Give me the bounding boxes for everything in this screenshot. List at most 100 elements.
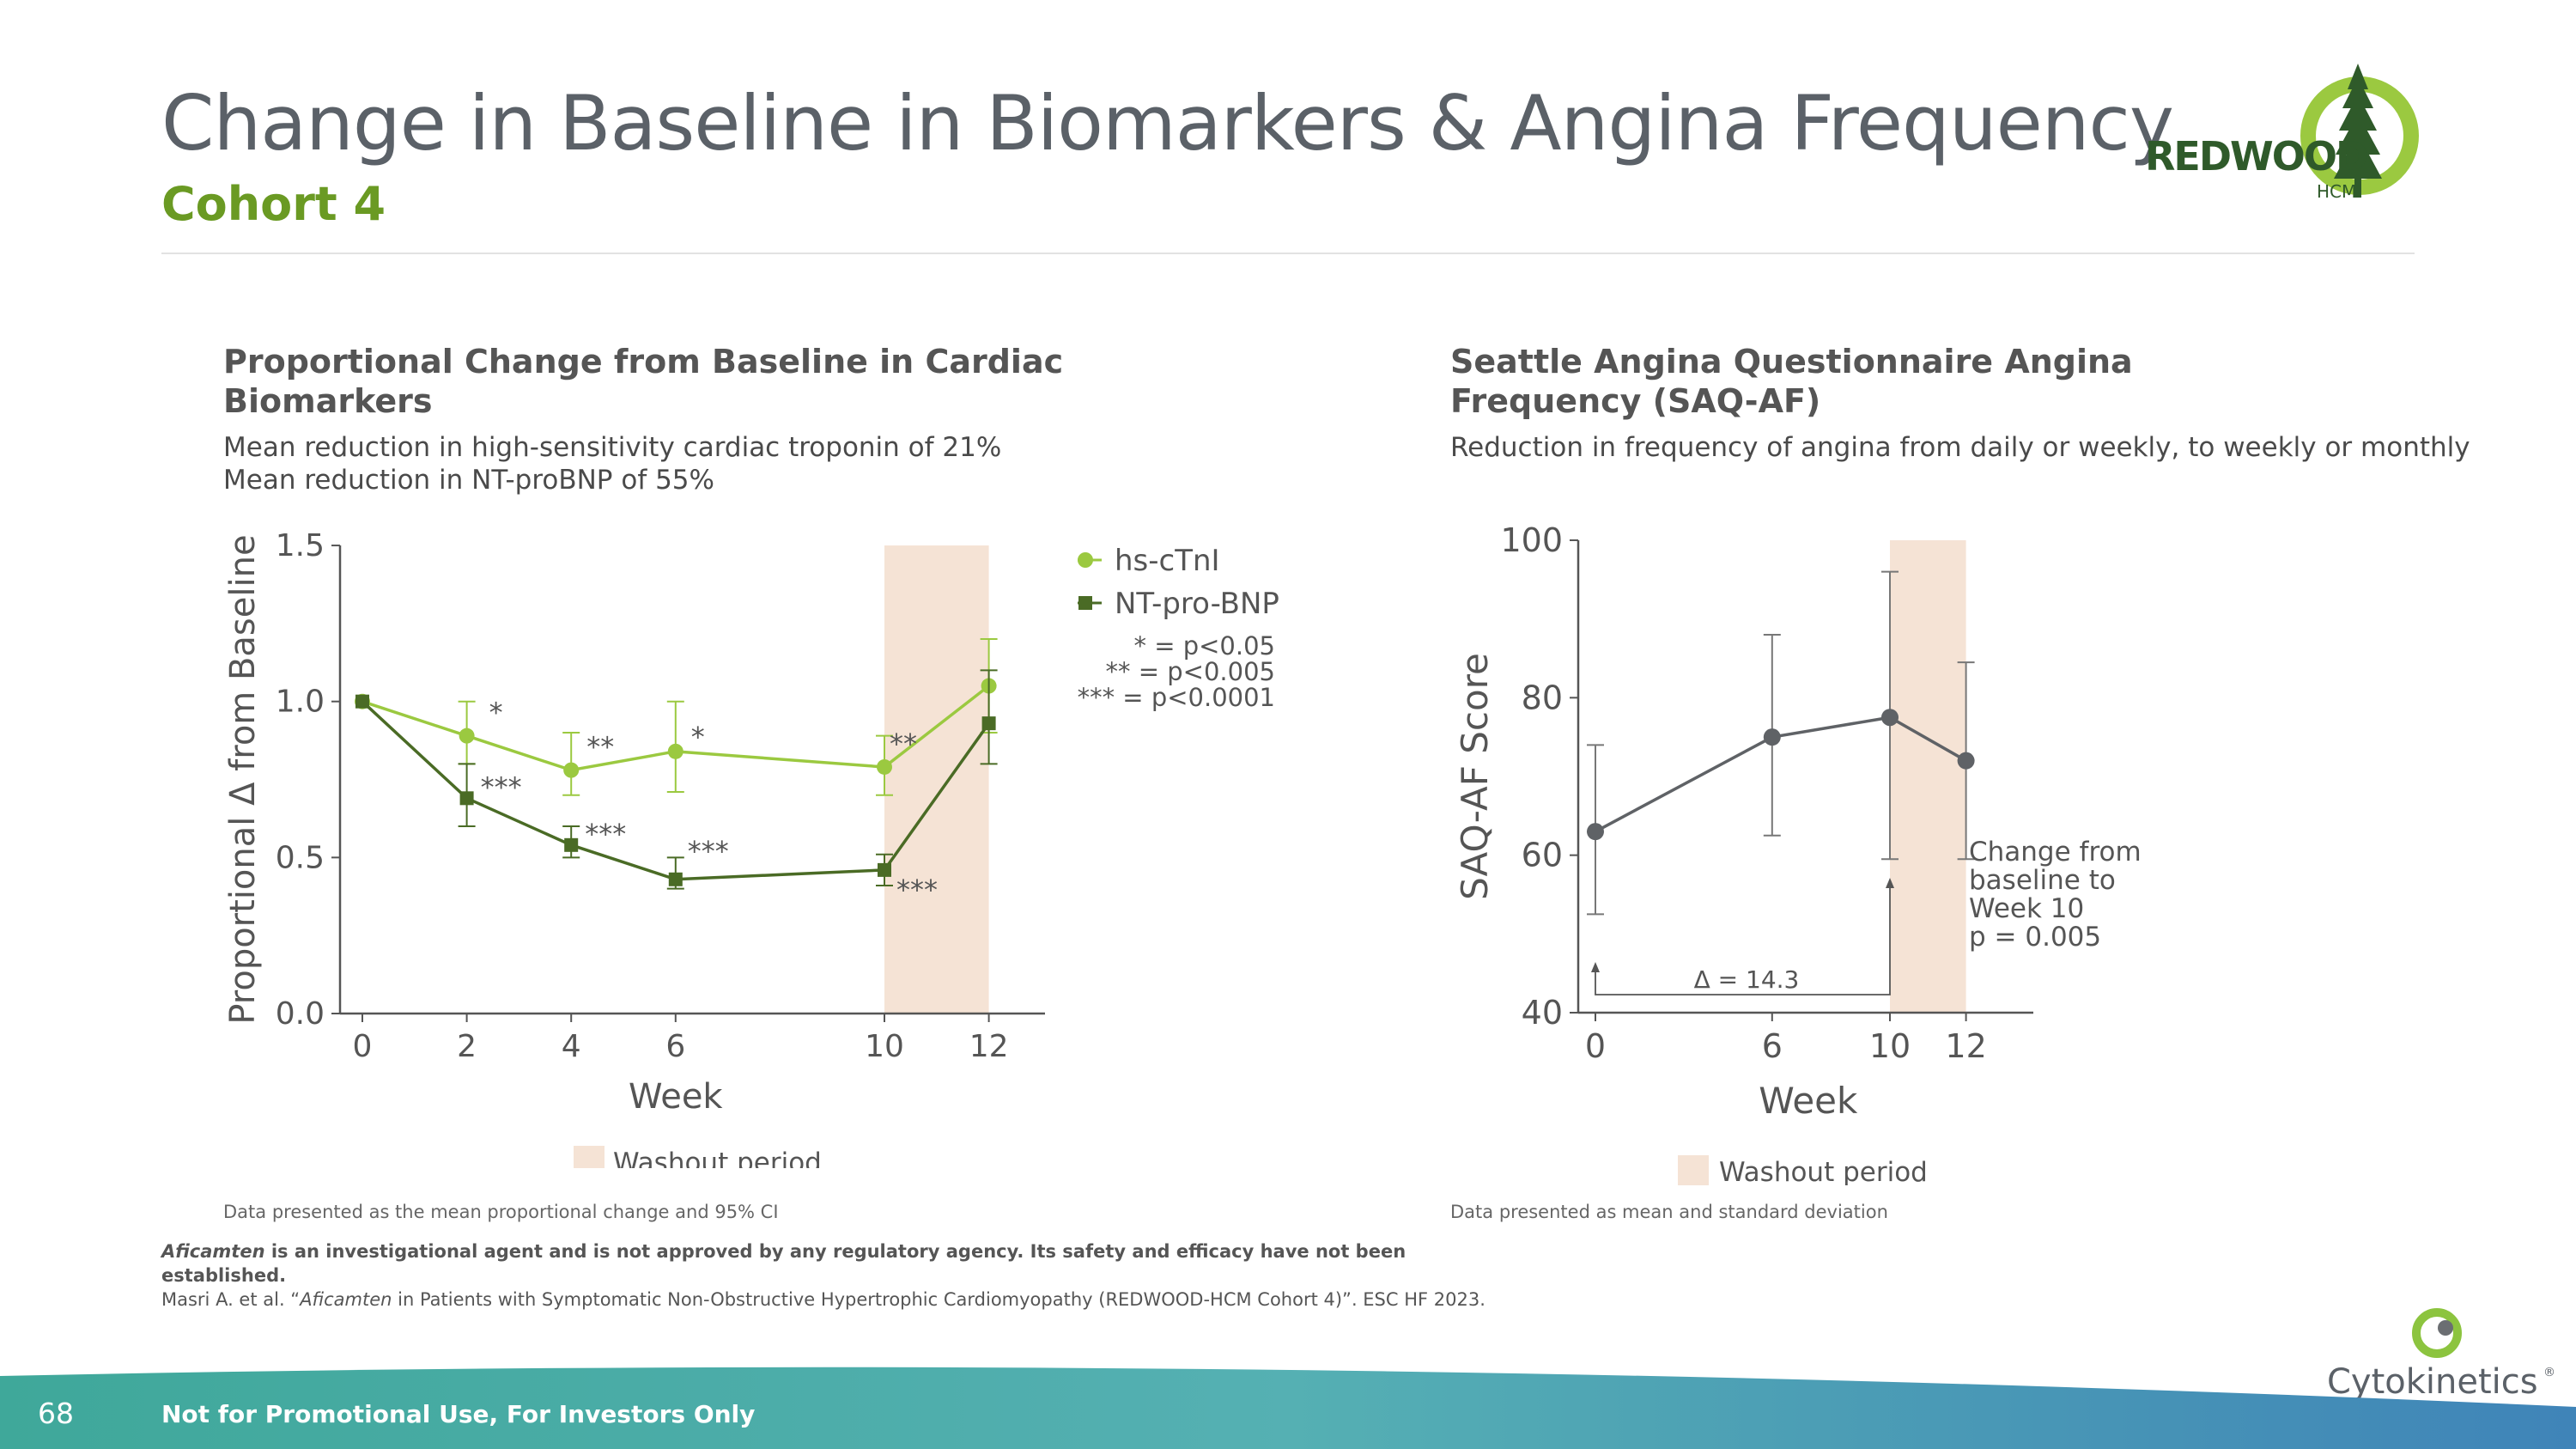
biomarkers-chart: 0 2 4 6 10 12 0.0 0.5 1.0 1.5 Week Proportional Δ f… <box>223 528 1279 1168</box>
significance-label: *** <box>481 770 522 803</box>
footer-text: Not for Promotional Use, For Investors O… <box>161 1400 756 1428</box>
logo-hcm-text: HCM <box>2317 181 2356 202</box>
significance-label: * <box>489 697 503 729</box>
significance-label: *** <box>896 874 938 906</box>
legend-label-nt-pro-bnp: NT-pro-BNP <box>1115 587 1279 621</box>
page-title: Change in Baseline in Biomarkers & Angin… <box>161 79 2174 167</box>
washout-region <box>1890 539 1966 1013</box>
left-desc-line1: Mean reduction in high-sensitivity cardi… <box>223 432 1002 463</box>
y-tick-label: 60 <box>1522 837 1563 874</box>
right-panel-title: Seattle Angina Questionnaire Angina Freq… <box>1450 342 2133 421</box>
logo-redwood-text: REDWOOD <box>2145 133 2366 180</box>
citation-post: in Patients with Symptomatic Non-Obstruc… <box>392 1289 1485 1310</box>
x-axis-title: Week <box>629 1077 723 1117</box>
header-divider <box>161 253 2415 254</box>
x-tick-label: 12 <box>969 1029 1009 1064</box>
disclaimer-text: is an investigational agent and is not a… <box>161 1241 1406 1286</box>
data-point <box>459 728 475 744</box>
y-tick-label: 1.5 <box>276 528 325 563</box>
data-point <box>563 762 580 778</box>
washout-legend-swatch <box>574 1146 605 1168</box>
left-desc-line2: Mean reduction in NT-proBNP of 55% <box>223 465 714 496</box>
delta-label: Δ = 14.3 <box>1694 965 1800 994</box>
y-tick-label: 1.0 <box>276 685 325 720</box>
data-point <box>1587 823 1604 841</box>
delta-bracket <box>1595 885 1891 995</box>
legend-label-hs-ctni: hs-cTnI <box>1115 544 1220 578</box>
series-line-hs-ctni <box>361 685 990 772</box>
delta-arrowhead <box>1591 962 1600 972</box>
significance-annotation: Week 10 <box>1969 893 2084 924</box>
series-line-saq-af <box>1595 715 1967 833</box>
left-panel-title-line1: Proportional Change from Baseline in Car… <box>223 343 1064 381</box>
left-panel-description: Mean reduction in high-sensitivity cardi… <box>223 431 1001 496</box>
disclaimer-drug-name: Aficamten <box>161 1241 265 1262</box>
washout-legend-label: Washout period <box>1719 1157 1928 1185</box>
legend-marker <box>1078 552 1093 568</box>
y-tick-label: 0.5 <box>276 840 325 875</box>
y-axis-title: SAQ-AF Score <box>1454 653 1496 900</box>
trademark-symbol: ® <box>2543 1366 2555 1379</box>
significance-label: *** <box>688 835 729 868</box>
series-line-nt-pro-bnp <box>361 700 991 881</box>
x-tick-label: 10 <box>1869 1027 1911 1065</box>
right-data-note: Data presented as mean and standard devi… <box>1450 1202 1888 1222</box>
significance-legend-item: ** = p<0.005 <box>1106 657 1275 686</box>
left-panel-title-line2: Biomarkers <box>223 382 433 420</box>
redwood-hcm-logo: REDWOOD HCM <box>2145 64 2419 202</box>
x-tick-label: 6 <box>1762 1027 1783 1065</box>
data-point <box>981 716 996 731</box>
washout-legend-label: Washout period <box>613 1148 822 1168</box>
x-tick-label: 2 <box>457 1029 477 1064</box>
right-panel-title-line2: Frequency (SAQ-AF) <box>1450 382 1821 420</box>
data-point <box>1763 728 1781 746</box>
data-point <box>878 862 891 877</box>
y-tick-label: 40 <box>1522 994 1563 1032</box>
data-point <box>877 758 892 775</box>
significance-legend-item: *** = p<0.0001 <box>1078 683 1275 712</box>
significance-label: * <box>691 721 705 753</box>
page-subtitle: Cohort 4 <box>161 177 386 231</box>
disclaimer: Aficamten is an investigational agent an… <box>161 1239 1535 1312</box>
data-point <box>1957 752 1975 770</box>
significance-label: *** <box>585 818 626 850</box>
significance-annotation: baseline to <box>1969 865 2116 896</box>
citation-drug: Aficamten <box>300 1289 392 1310</box>
y-tick-label: 0.0 <box>276 996 325 1032</box>
right-panel-title-line1: Seattle Angina Questionnaire Angina <box>1450 343 2133 381</box>
significance-annotation: Change from <box>1969 837 2142 868</box>
x-tick-label: 10 <box>865 1029 904 1064</box>
data-point <box>1881 709 1899 727</box>
data-point <box>667 743 683 759</box>
x-tick-label: 4 <box>562 1029 581 1064</box>
significance-label: ** <box>890 728 917 760</box>
footer-band <box>0 1367 2576 1449</box>
citation: Masri A. et al. “Aficamten in Patients w… <box>161 1288 1535 1312</box>
right-panel-description: Reduction in frequency of angina from da… <box>1450 432 2470 463</box>
disclaimer-line: Aficamten is an investigational agent an… <box>161 1239 1535 1288</box>
data-point <box>668 872 683 886</box>
data-point <box>459 791 474 806</box>
washout-legend-swatch <box>1678 1155 1709 1185</box>
x-tick-label: 0 <box>1585 1027 1606 1065</box>
washout-region <box>884 545 989 1014</box>
saq-af-chart: 0 6 10 12 40 60 80 100 Week SAQ-AF Score Δ = 14.3… <box>1454 521 2142 1185</box>
page-number: 68 <box>38 1397 74 1430</box>
cytokinetics-logo: Cytokinetics ® <box>2327 1308 2555 1402</box>
citation-pre: Masri A. et al. “ <box>161 1289 301 1310</box>
y-axis-title: Proportional Δ from Baseline <box>223 534 263 1024</box>
x-tick-label: 0 <box>353 1029 373 1064</box>
data-point <box>355 694 369 709</box>
data-point <box>564 837 579 852</box>
legend-marker <box>1078 596 1092 610</box>
x-tick-label: 6 <box>665 1029 685 1064</box>
significance-label: ** <box>586 731 614 764</box>
y-tick-label: 80 <box>1522 679 1563 716</box>
cytokinetics-logo-dot <box>2438 1320 2453 1336</box>
y-tick-label: 100 <box>1500 521 1563 559</box>
cytokinetics-logo-text: Cytokinetics <box>2327 1362 2538 1402</box>
left-panel-title: Proportional Change from Baseline in Car… <box>223 342 1063 421</box>
x-tick-label: 12 <box>1945 1027 1986 1065</box>
significance-annotation: p = 0.005 <box>1969 922 2101 953</box>
x-axis-title: Week <box>1759 1080 1858 1122</box>
